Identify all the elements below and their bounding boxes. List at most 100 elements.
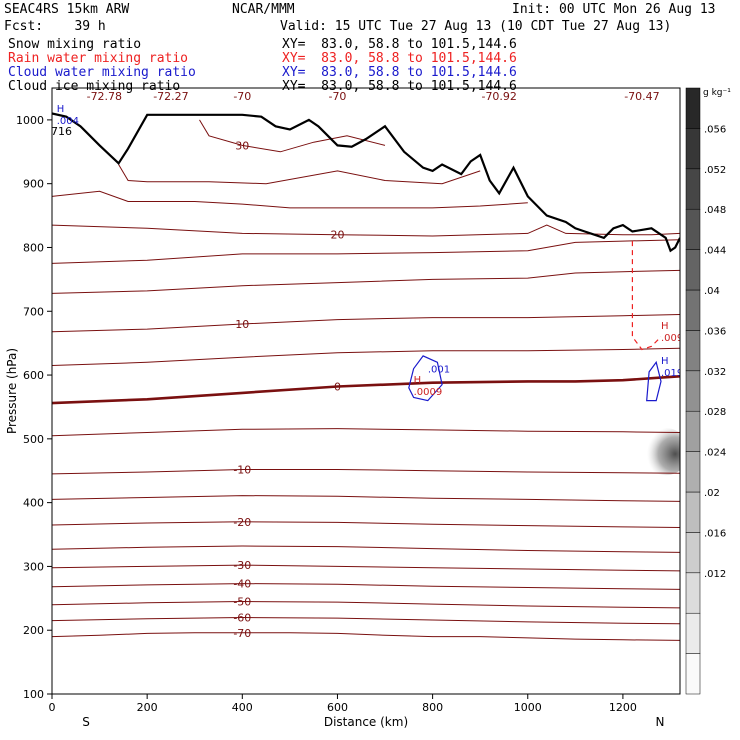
contour-label: -50 xyxy=(233,596,251,609)
field-xy-rain: XY= 83.0, 58.8 to 101.5,144.6 xyxy=(282,51,517,66)
y-tick-label: 200 xyxy=(23,624,44,637)
field-xy-cloud-ice: XY= 83.0, 58.8 to 101.5,144.6 xyxy=(282,79,517,94)
colorbar-cell xyxy=(685,249,701,291)
y-tick-label: 900 xyxy=(23,178,44,191)
y-axis-label: Pressure (hPa) xyxy=(5,348,19,434)
north-end-label: N xyxy=(656,715,665,729)
forecast-hour: Fcst: 39 h xyxy=(4,19,106,34)
max-value-label: .019 xyxy=(661,368,683,379)
snow-shading xyxy=(642,428,680,476)
colorbar-cell xyxy=(685,653,701,695)
contour-label: -10 xyxy=(233,463,251,476)
field-label-cloud-water: Cloud water mixing ratio xyxy=(8,65,196,80)
x-axis-label: Distance (km) xyxy=(324,715,408,729)
colorbar-tick-label: .056 xyxy=(704,124,726,135)
terrain-line xyxy=(52,112,680,253)
temperature-contour xyxy=(52,428,680,437)
contour-label: 0 xyxy=(334,381,341,394)
max-value-label: .0009 xyxy=(414,387,443,398)
temperature-contour xyxy=(52,239,680,264)
y-tick-label: 700 xyxy=(23,305,44,318)
contour-label: 20 xyxy=(330,229,344,242)
org-label: NCAR/MMM xyxy=(232,2,295,17)
y-tick-label: 500 xyxy=(23,433,44,446)
temperature-contour xyxy=(52,190,528,209)
contour-label: -30 xyxy=(233,559,251,572)
contour-label: 30 xyxy=(235,139,249,152)
top-contour-label: -70.47 xyxy=(624,90,659,103)
contour-label: 10 xyxy=(235,318,249,331)
x-tick-label: 400 xyxy=(232,701,253,714)
max-marker: H xyxy=(661,356,669,367)
contour-label: -40 xyxy=(233,578,251,591)
colorbar-tick-label: .036 xyxy=(704,326,726,337)
contour-label: -60 xyxy=(233,611,251,624)
temperature-contour xyxy=(52,375,680,405)
colorbar-tick-label: .02 xyxy=(704,488,720,499)
max-value-label: .001 xyxy=(428,365,450,376)
top-contour-label: -72.78 xyxy=(87,90,122,103)
top-contour-label: -70 xyxy=(328,90,346,103)
x-tick-label: 1200 xyxy=(609,701,637,714)
colorbar-cell xyxy=(685,532,701,574)
colorbar-cell xyxy=(685,451,701,493)
colorbar-tick-label: .024 xyxy=(704,448,726,459)
max-marker: H xyxy=(57,104,65,115)
colorbar-cell xyxy=(685,289,701,331)
field-xy-snow: XY= 83.0, 58.8 to 101.5,144.6 xyxy=(282,37,517,52)
colorbar-tick-label: .032 xyxy=(704,367,726,378)
colorbar-cell xyxy=(685,330,701,372)
valid-time: Valid: 15 UTC Tue 27 Aug 13 (10 CDT Tue … xyxy=(280,19,672,34)
colorbar-tick-label: .044 xyxy=(704,246,726,257)
field-label-snow: Snow mixing ratio xyxy=(8,37,142,52)
colorbar-tick-label: .048 xyxy=(704,205,726,216)
colorbar-cell xyxy=(685,491,701,533)
max-marker: H xyxy=(414,375,422,386)
temperature-contour xyxy=(52,583,680,590)
cloud-water-contour xyxy=(408,355,443,402)
x-tick-label: 0 xyxy=(49,701,56,714)
temperature-contour xyxy=(52,469,680,475)
colorbar-tick-label: .028 xyxy=(704,407,726,418)
temperature-contour xyxy=(52,545,680,553)
colorbar-cell xyxy=(685,87,701,129)
y-tick-label: 1000 xyxy=(16,114,44,127)
temperature-contour xyxy=(199,119,386,153)
field-xy-cloud-water: XY= 83.0, 58.8 to 101.5,144.6 xyxy=(282,65,517,80)
colorbar-cell xyxy=(685,410,701,452)
contour-label: -70 xyxy=(233,627,251,640)
y-tick-label: 800 xyxy=(23,241,44,254)
plot-frame xyxy=(51,87,681,695)
south-end-label: S xyxy=(82,715,90,729)
colorbar-cell xyxy=(685,370,701,412)
colorbar-tick-label: .016 xyxy=(704,528,726,539)
y-tick-label: 600 xyxy=(23,369,44,382)
max-value-label: .004 xyxy=(57,116,79,127)
top-contour-label: 716 xyxy=(51,125,72,138)
cloud-water-contour xyxy=(646,360,662,402)
temperature-contour xyxy=(118,164,481,185)
rain-water-contour xyxy=(631,241,662,351)
colorbar-cell xyxy=(685,128,701,170)
top-contour-label: -72.27 xyxy=(153,90,188,103)
y-tick-label: 100 xyxy=(23,688,44,701)
temperature-contour xyxy=(52,495,680,502)
colorbar-cell xyxy=(685,168,701,210)
colorbar-cell xyxy=(685,612,701,654)
temperature-contour xyxy=(52,521,680,528)
y-tick-label: 400 xyxy=(23,497,44,510)
temperature-contour xyxy=(52,314,680,333)
temperature-contour xyxy=(52,224,680,237)
x-tick-label: 800 xyxy=(422,701,443,714)
x-tick-label: 600 xyxy=(327,701,348,714)
field-label-cloud-ice: Cloud ice mixing ratio xyxy=(8,79,181,94)
temperature-contour xyxy=(52,616,680,625)
temperature-contour xyxy=(52,564,680,572)
max-value-label: .009 xyxy=(661,333,683,344)
init-label: Init: 00 UTC Mon 26 Aug 13 xyxy=(512,2,716,17)
max-marker: H xyxy=(661,321,669,332)
contour-label: -20 xyxy=(233,516,251,529)
top-contour-label: -70.92 xyxy=(481,90,516,103)
top-contour-label: -70 xyxy=(233,90,251,103)
